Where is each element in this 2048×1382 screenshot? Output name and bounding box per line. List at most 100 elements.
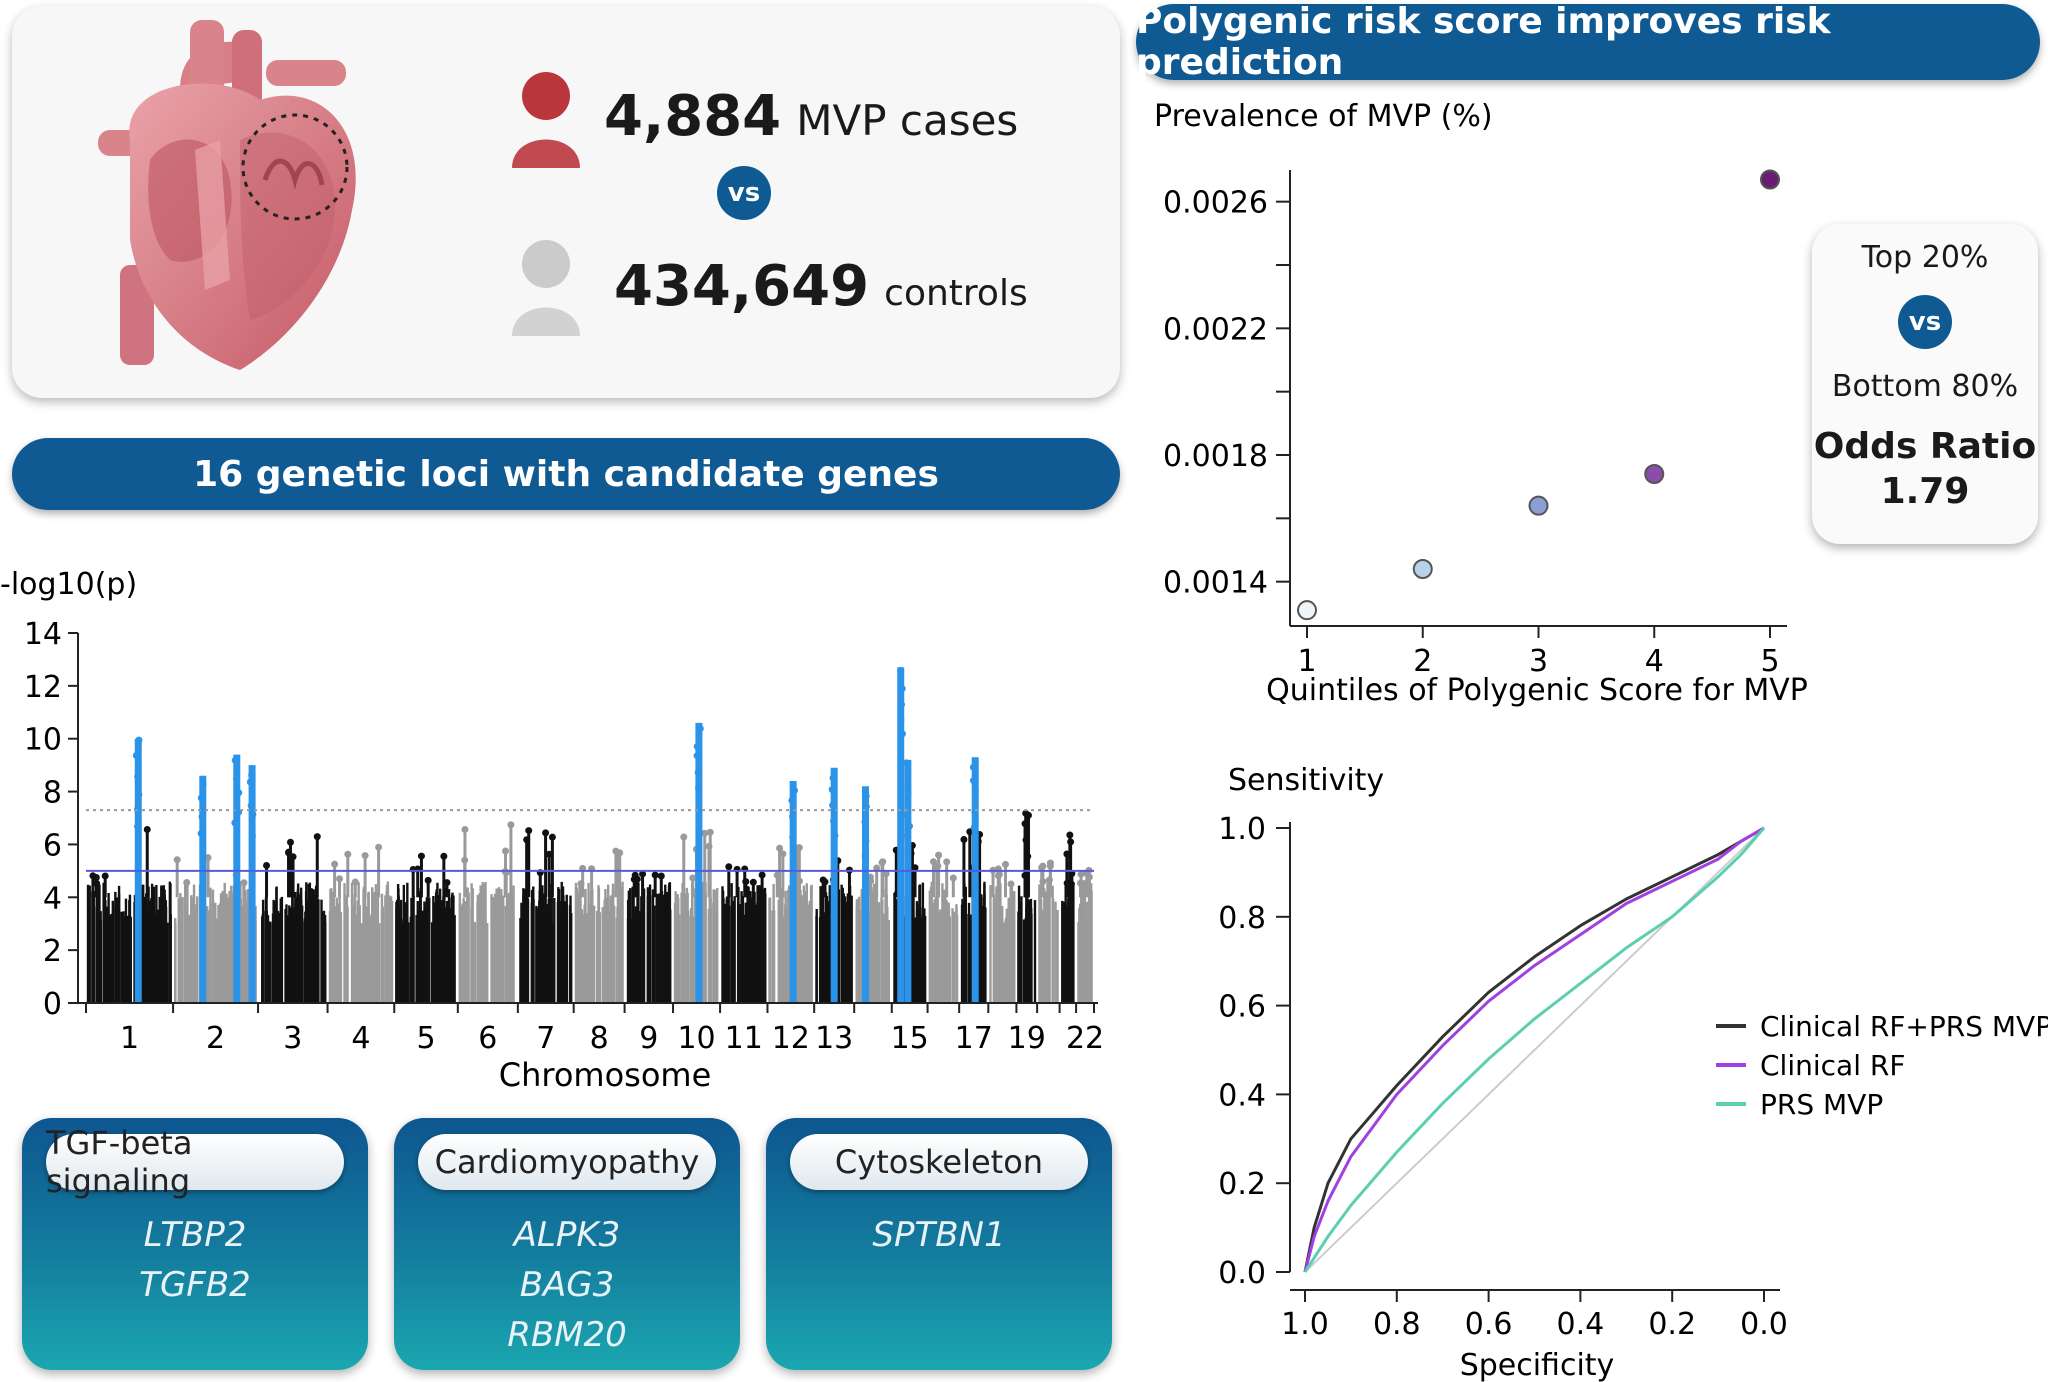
manhattan-point: [240, 879, 248, 887]
manhattan-hit-point: [970, 823, 978, 831]
prevalence-y-tick-label: 0.0014: [1163, 566, 1268, 601]
manhattan-hit-point: [897, 701, 905, 709]
manhattan-point: [351, 878, 359, 886]
manhattan-point: [143, 825, 151, 833]
gene-card-title: TGF-beta signaling: [46, 1124, 344, 1200]
manhattan-point: [882, 870, 890, 878]
manhattan-point: [1002, 860, 1010, 868]
manhattan-hit-point: [134, 772, 142, 780]
manhattan-hit-point: [861, 852, 869, 860]
roc-legend-label: PRS MVP: [1760, 1088, 1883, 1121]
manhattan-x-tick-label: 15: [891, 1021, 929, 1056]
roc-series-line: [1303, 826, 1765, 1273]
control-person-icon: [512, 240, 580, 336]
controls-count: 434,649: [614, 254, 870, 319]
prevalence-y-tick-label: 0.0018: [1163, 439, 1268, 474]
manhattan-point: [943, 858, 951, 866]
manhattan-point: [935, 851, 943, 859]
roc-series-line: [1303, 826, 1765, 1273]
manhattan-hit-point: [829, 817, 837, 825]
manhattan-hit-point: [199, 780, 207, 788]
manhattan-hit-point: [135, 736, 143, 744]
manhattan-y-tick-label: 6: [43, 828, 62, 863]
manhattan-point: [930, 858, 938, 866]
manhattan-point: [1066, 831, 1074, 839]
manhattan-hit-point: [232, 775, 240, 783]
manhattan-point: [639, 870, 647, 878]
manhattan-point: [773, 871, 781, 879]
manhattan-point: [336, 875, 344, 883]
odds-bottom-label: Bottom 80%: [1831, 369, 2019, 404]
manhattan-point: [263, 862, 271, 870]
roc-curve: Sensitivity 0.0 0.2 0.4 0.6 0.8 1.0 1.0 0.8 0.6 0…: [1218, 763, 2048, 1382]
manhattan-hit-point: [897, 716, 905, 724]
manhattan-hit-point: [693, 742, 701, 750]
heart-illustration: [98, 20, 356, 370]
manhattan-point: [821, 878, 829, 886]
case-person-icon: [512, 72, 580, 168]
manhattan-hit-point: [248, 832, 256, 840]
manhattan-hit-point: [897, 666, 905, 674]
manhattan-hit-point: [696, 724, 704, 732]
manhattan-hit-point: [789, 849, 797, 857]
manhattan-y-tick-label: 8: [43, 776, 62, 811]
manhattan-point: [633, 875, 641, 883]
manhattan-hit-point: [831, 832, 839, 840]
manhattan-hit-point: [969, 763, 977, 771]
manhattan-hit-point: [231, 756, 239, 764]
manhattan-point: [92, 873, 100, 881]
manhattan-point: [1046, 862, 1054, 870]
manhattan-x-tick-label: 19: [1008, 1021, 1046, 1056]
roc-x-tick-label: 0.0: [1740, 1307, 1788, 1342]
prevalence-point: [1412, 559, 1433, 579]
manhattan-hit-point: [247, 802, 255, 810]
manhattan-point: [689, 874, 697, 882]
manhattan-x-tick-label: 9: [639, 1021, 658, 1056]
manhattan-hit-point: [197, 830, 205, 838]
manhattan-hit-point: [695, 784, 703, 792]
manhattan-point: [966, 828, 974, 836]
manhattan-hit-point: [694, 768, 702, 776]
manhattan-hit-point: [903, 759, 911, 767]
vs-badge-cohort: vs: [717, 166, 771, 220]
manhattan-hit-point: [862, 803, 870, 811]
manhattan-x-tick-label: 4: [351, 1021, 370, 1056]
roc-x-tick-label: 0.8: [1373, 1307, 1421, 1342]
manhattan-point: [873, 864, 881, 872]
manhattan-point: [183, 879, 191, 887]
loci-banner: 16 genetic loci with candidate genes: [12, 438, 1120, 510]
manhattan-y-tick-label: 0: [43, 987, 62, 1022]
manhattan-x-tick-label: 13: [815, 1021, 853, 1056]
manhattan-point: [706, 828, 714, 836]
prevalence-x-tick-label: 3: [1529, 644, 1548, 679]
roc-y-tick-label: 0.8: [1218, 901, 1266, 936]
roc-ylabel: Sensitivity: [1228, 763, 1384, 798]
manhattan-hit-point: [969, 777, 977, 785]
manhattan-hit-point: [862, 837, 870, 845]
manhattan-hit-point: [246, 778, 254, 786]
prs-banner: Polygenic risk score improves risk predi…: [1136, 1, 2040, 83]
gene-card-title: Cardiomyopathy: [418, 1134, 716, 1190]
manhattan-hit-point: [904, 782, 912, 790]
manhattan-hit-point: [197, 794, 205, 802]
manhattan-hit-point: [898, 730, 906, 738]
prevalence-scatter: Prevalence of MVP (%) 0.0014 0.0018 0.0022…: [1154, 99, 1808, 708]
manhattan-hit-point: [898, 685, 906, 693]
manhattan-point: [776, 844, 784, 852]
odds-ratio-label: Odds Ratio: [1813, 426, 2037, 467]
prevalence-point: [1760, 169, 1780, 190]
cases-count: 4,884: [604, 84, 782, 149]
manhattan-point: [725, 863, 733, 871]
roc-xlabel: Specificity: [1460, 1348, 1615, 1382]
manhattan-point: [1022, 809, 1030, 817]
manhattan-x-tick-label: 10: [677, 1021, 715, 1056]
manhattan-point: [545, 850, 553, 858]
gene-name: RBM20: [507, 1315, 627, 1355]
manhattan-y-tick-label: 14: [24, 617, 62, 652]
manhattan-x-tick-label: 6: [478, 1021, 497, 1056]
manhattan-y-tick-label: 12: [24, 670, 62, 705]
manhattan-y-tick-label: 10: [24, 723, 62, 758]
manhattan-x-tick-label: 3: [283, 1021, 302, 1056]
manhattan-point: [286, 838, 294, 846]
